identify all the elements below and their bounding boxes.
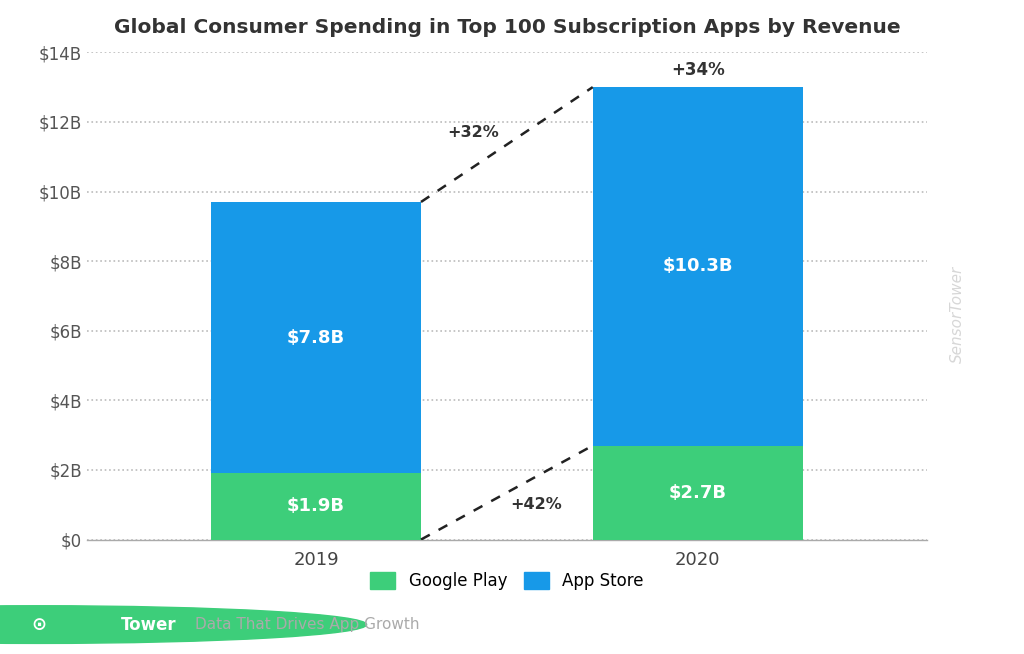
Bar [593,445,803,540]
Bar [593,87,803,445]
Text: $10.3B: $10.3B [663,258,733,275]
Legend: Google Play, App Store: Google Play, App Store [364,566,650,597]
Circle shape [0,606,367,644]
Bar [211,202,421,473]
Text: +34%: +34% [671,61,725,80]
Text: sensortower.com: sensortower.com [862,617,993,632]
Text: Sensor: Sensor [76,615,140,634]
Text: $2.7B: $2.7B [669,483,727,502]
Text: SensorTower: SensorTower [950,266,965,362]
Text: Data That Drives App Growth: Data That Drives App Growth [195,617,419,632]
Text: $1.9B: $1.9B [287,498,345,515]
Text: $7.8B: $7.8B [287,329,345,347]
Title: Global Consumer Spending in Top 100 Subscription Apps by Revenue: Global Consumer Spending in Top 100 Subs… [114,18,900,37]
Text: +42%: +42% [511,497,562,512]
Bar [211,473,421,540]
Text: +32%: +32% [447,125,500,140]
Text: Tower: Tower [121,615,176,634]
Text: ⊙: ⊙ [32,615,46,634]
